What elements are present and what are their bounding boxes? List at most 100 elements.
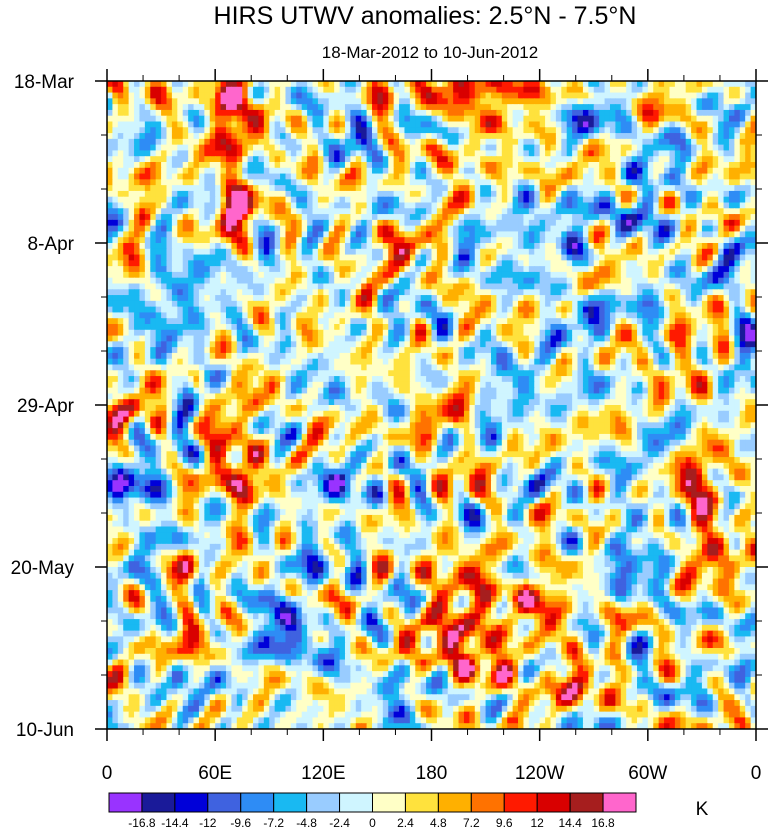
heatmap-cell [242,300,249,308]
heatmap-cell [258,150,265,157]
heatmap-cell [691,179,698,186]
heatmap-cell [198,167,205,175]
heatmap-cell [426,289,433,296]
heatmap-cell [523,144,530,152]
heatmap-cell [745,312,752,319]
heatmap-cell [409,185,416,192]
heatmap-cell [534,98,541,105]
heatmap-cell [150,231,157,238]
heatmap-cell [280,81,287,88]
heatmap-cell [718,173,725,180]
heatmap-cell [501,208,508,215]
heatmap-cell [193,214,200,221]
heatmap-cell [280,283,287,290]
heatmap-cell [420,156,427,163]
heatmap-cell [750,144,756,152]
heatmap-cell [323,185,330,192]
heatmap-cell [144,92,151,99]
heatmap-cell [674,214,681,221]
heatmap-cell [355,318,362,325]
heatmap-cell [117,266,124,273]
heatmap-cell [458,98,465,105]
heatmap-cell [593,179,600,186]
heatmap-cell [447,173,454,180]
heatmap-cell [209,104,216,111]
heatmap-cell [312,300,319,308]
heatmap-cell [501,92,508,99]
heatmap-cell [307,156,314,163]
heatmap-cell [220,277,227,285]
heatmap-cell [409,214,416,221]
heatmap-cell [582,266,589,273]
heatmap-cell [528,173,535,180]
heatmap-cell [490,260,497,267]
heatmap-cell [231,260,238,267]
heatmap-cell [469,295,476,302]
heatmap-cell [518,133,525,140]
heatmap-cell [539,190,546,198]
heatmap-cell [334,231,341,238]
heatmap-cell [669,237,676,244]
heatmap-cell [296,196,303,204]
heatmap-cell [253,144,260,152]
heatmap-cell [685,115,692,123]
heatmap-cell [415,214,422,221]
heatmap-cell [323,144,330,152]
heatmap-cell [328,260,335,267]
heatmap-cell [658,104,665,111]
heatmap-cell [691,254,698,261]
heatmap-cell [344,138,351,146]
heatmap-cell [447,312,454,319]
heatmap-cell [577,81,584,88]
heatmap-cell [377,202,384,209]
heatmap-cell [258,133,265,140]
heatmap-cell [177,214,184,221]
heatmap-cell [490,295,497,302]
heatmap-cell [409,277,416,285]
heatmap-cell [404,150,411,157]
heatmap-cell [631,295,638,302]
heatmap-cell [198,277,205,285]
heatmap-cell [171,277,178,285]
heatmap-cell [399,277,406,285]
heatmap-cell [577,254,584,261]
heatmap-cell [177,98,184,105]
heatmap-cell [534,243,541,250]
heatmap-cell [215,283,222,290]
heatmap-cell [442,138,449,146]
heatmap-cell [280,300,287,308]
heatmap-cell [739,306,746,314]
heatmap-cell [263,86,270,94]
heatmap-cell [123,243,130,250]
heatmap-cell [155,109,162,117]
heatmap-cell [171,133,178,140]
heatmap-cell [372,266,379,273]
heatmap-cell [317,306,324,314]
heatmap-cell [647,225,654,233]
heatmap-cell [366,254,373,261]
heatmap-cell [350,254,357,261]
heatmap-cell [177,225,184,233]
heatmap-cell [258,173,265,180]
heatmap-cell [382,173,389,180]
heatmap-cell [209,138,216,146]
heatmap-cell [664,283,671,290]
heatmap-cell [490,127,497,134]
heatmap-cell [604,300,611,308]
heatmap-cell [637,162,644,169]
heatmap-cell [442,260,449,267]
heatmap-cell [447,271,454,279]
heatmap-cell [301,167,308,175]
heatmap-cell [528,219,535,227]
heatmap-cell [447,167,454,175]
heatmap-cell [577,300,584,308]
heatmap-cell [388,277,395,285]
heatmap-cell [718,127,725,134]
heatmap-cell [258,156,265,163]
heatmap-cell [258,237,265,244]
heatmap-cell [117,115,124,123]
heatmap-cell [280,214,287,221]
heatmap-cell [642,109,649,117]
heatmap-cell [431,214,438,221]
heatmap-cell [566,214,573,221]
